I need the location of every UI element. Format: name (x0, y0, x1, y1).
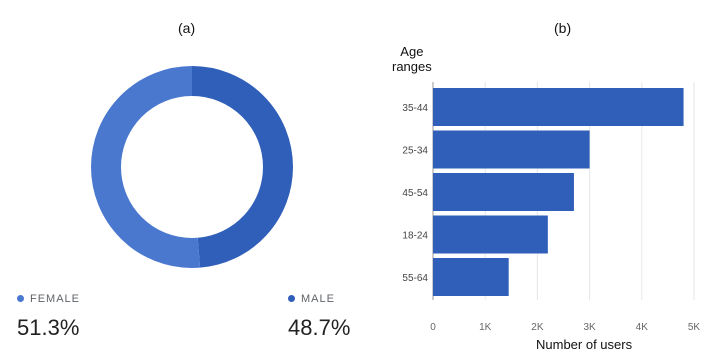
y-tick-label: 55-64 (402, 273, 428, 284)
bar-35-44 (433, 88, 684, 126)
x-tick-label: 5K (688, 322, 701, 333)
y-tick-label: 45-54 (402, 188, 428, 199)
y-axis-title-line-2: ranges (392, 59, 432, 74)
male-dot-icon (288, 295, 295, 303)
x-tick-label: 2K (531, 322, 544, 333)
panel-b-label: (b) (554, 20, 572, 36)
y-tick-label: 25-34 (402, 146, 428, 157)
y-axis-title: Age ranges (392, 44, 432, 74)
age-chart-panel: 0 1K 2K 3K 4K 5K 35-44 25-34 45-54 18-24 55-64 (b)… (370, 0, 714, 362)
y-tick-label: 18-24 (402, 231, 428, 242)
legend-male-label: MALE (301, 292, 335, 305)
female-percentage: 51.3% (17, 315, 80, 340)
male-percentage: 48.7% (288, 315, 351, 340)
donut-slice-female (91, 66, 293, 268)
panel-a-label: (a) (178, 20, 196, 36)
legend-female-label: FEMALE (30, 292, 81, 305)
y-tick-label: 35-44 (402, 103, 428, 114)
x-tick-label: 3K (583, 322, 596, 333)
x-tick-label: 4K (636, 322, 649, 333)
gender-donut-chart (91, 66, 293, 268)
legend-female: FEMALE 51.3% (17, 290, 80, 341)
x-axis-title: Number of users (536, 337, 633, 352)
bar-25-34 (433, 130, 590, 169)
x-tick-label: 1K (479, 322, 492, 333)
bar-55-64 (433, 258, 509, 296)
female-dot-icon (17, 295, 24, 303)
bar-45-54 (433, 173, 574, 211)
x-tick-label: 0 (430, 322, 436, 333)
age-bar-chart: 0 1K 2K 3K 4K 5K 35-44 25-34 45-54 18-24 55-64 (402, 82, 701, 333)
gender-chart-panel: (a) FEMALE 51.3% MALE 48.7% (17, 20, 350, 341)
bar-18-24 (433, 215, 548, 254)
y-axis-title-line-1: Age (400, 44, 424, 59)
legend-male: MALE 48.7% (288, 290, 350, 341)
